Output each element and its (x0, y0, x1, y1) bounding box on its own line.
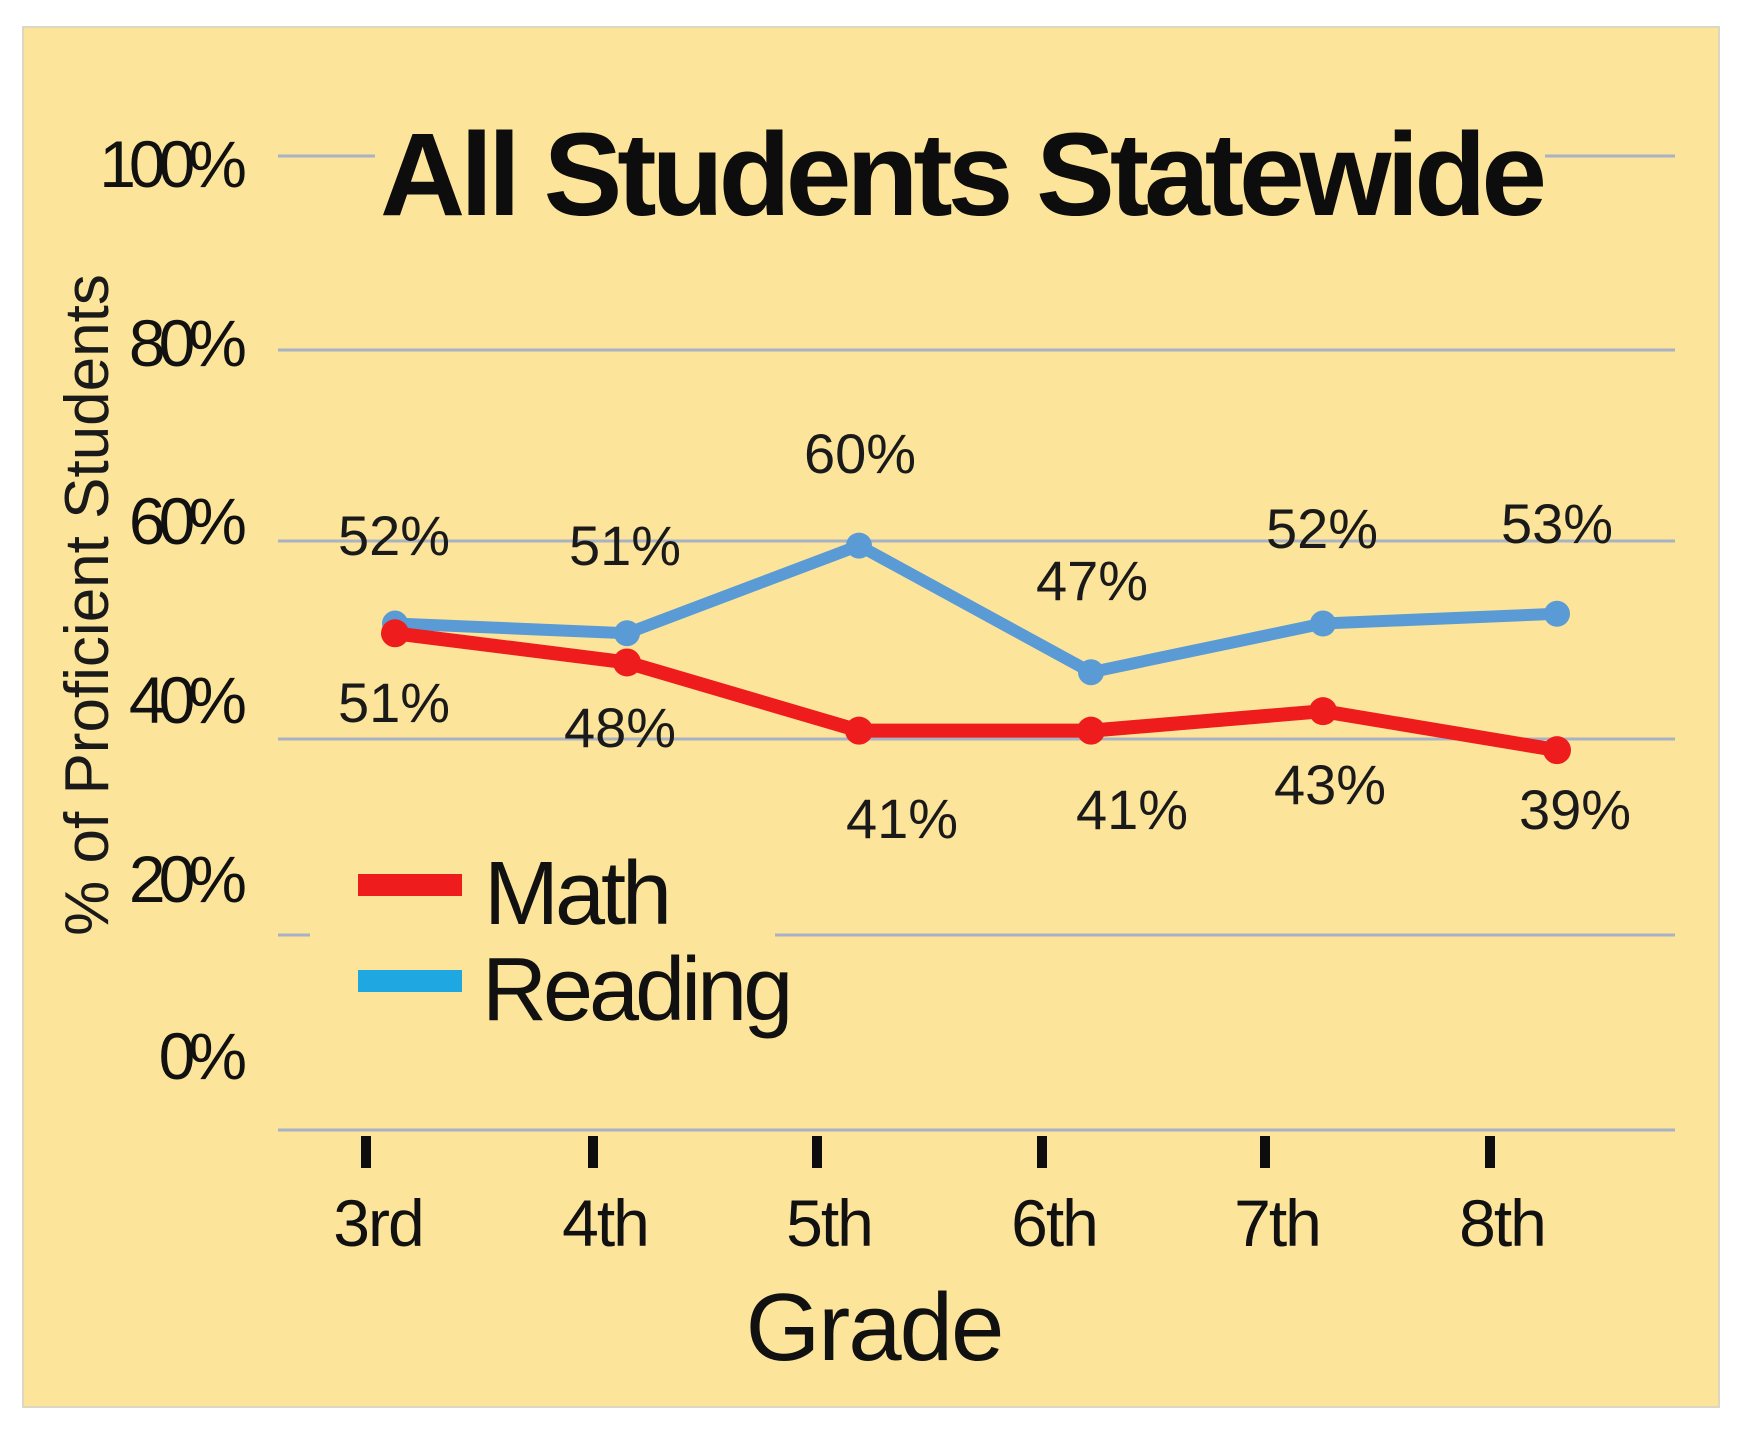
data-point-math (613, 648, 641, 677)
data-label-reading: 52% (338, 504, 450, 567)
data-point-math (1543, 736, 1571, 765)
data-point-math (1309, 697, 1337, 726)
data-label-reading: 47% (1036, 549, 1148, 612)
x-tick-mark (1260, 1136, 1270, 1168)
legend-label-math: Math (484, 844, 668, 944)
series-line-reading (389, 539, 1563, 679)
data-point-reading (1310, 610, 1336, 637)
x-tick-labels: 3rd 4th 5th 6th 7th 8th (333, 1186, 1547, 1260)
data-label-reading: 52% (1266, 497, 1378, 560)
gridlines (278, 154, 1675, 1132)
legend-label-reading: Reading (482, 940, 789, 1040)
data-point-reading (1078, 659, 1104, 686)
y-axis-label: % of Proficient Students (53, 274, 122, 936)
chart-title: All Students Statewide (380, 109, 1543, 241)
data-label-math: 48% (564, 696, 676, 759)
data-labels: 51% 48% 41% 41% 43% 39% 52% 51% 60% 47% 52% 53% (338, 422, 1631, 850)
data-label-reading: 53% (1501, 492, 1613, 555)
y-tick-label: 100% (99, 127, 245, 201)
y-tick-label: 80% (129, 306, 245, 380)
data-point-reading (614, 620, 640, 647)
data-label-math: 41% (846, 787, 958, 850)
data-label-reading: 51% (569, 514, 681, 577)
x-tick-label: 3rd (333, 1186, 422, 1260)
x-tick-mark (1037, 1136, 1047, 1168)
series-layer (381, 532, 1571, 765)
x-tick-mark (361, 1136, 371, 1168)
data-point-math (381, 619, 409, 648)
data-point-reading (846, 532, 872, 559)
series-line-math (388, 626, 1564, 758)
data-label-reading: 60% (804, 422, 916, 485)
data-point-reading (1544, 600, 1570, 627)
legend: Math Reading (358, 844, 793, 1040)
data-label-math: 43% (1274, 753, 1386, 816)
legend-swatch-reading (358, 970, 462, 992)
y-tick-label: 40% (129, 663, 245, 737)
series-reading (382, 532, 1570, 686)
y-tick-label: 0% (159, 1019, 246, 1093)
y-tick-label: 20% (129, 842, 245, 916)
x-tick-mark (812, 1136, 822, 1168)
x-axis-label: Grade (746, 1274, 1003, 1381)
x-tick-label: 8th (1459, 1186, 1545, 1260)
x-tick-label: 4th (562, 1186, 648, 1260)
series-math (381, 619, 1571, 765)
x-tick-label: 5th (786, 1186, 872, 1260)
x-tick-label: 6th (1011, 1186, 1097, 1260)
legend-swatch-math (358, 874, 462, 896)
chart-panel (22, 26, 1720, 1408)
data-label-math: 51% (338, 671, 450, 734)
data-point-math (1077, 716, 1105, 745)
data-point-math (845, 716, 873, 745)
y-tick-labels: 0% 20% 40% 60% 80% 100% (99, 127, 252, 1093)
x-ticks (361, 1136, 1495, 1168)
x-tick-label: 7th (1234, 1186, 1320, 1260)
y-tick-label: 60% (129, 484, 245, 558)
data-label-math: 41% (1076, 778, 1188, 841)
x-tick-mark (588, 1136, 598, 1168)
x-tick-mark (1485, 1136, 1495, 1168)
data-label-math: 39% (1519, 778, 1631, 841)
